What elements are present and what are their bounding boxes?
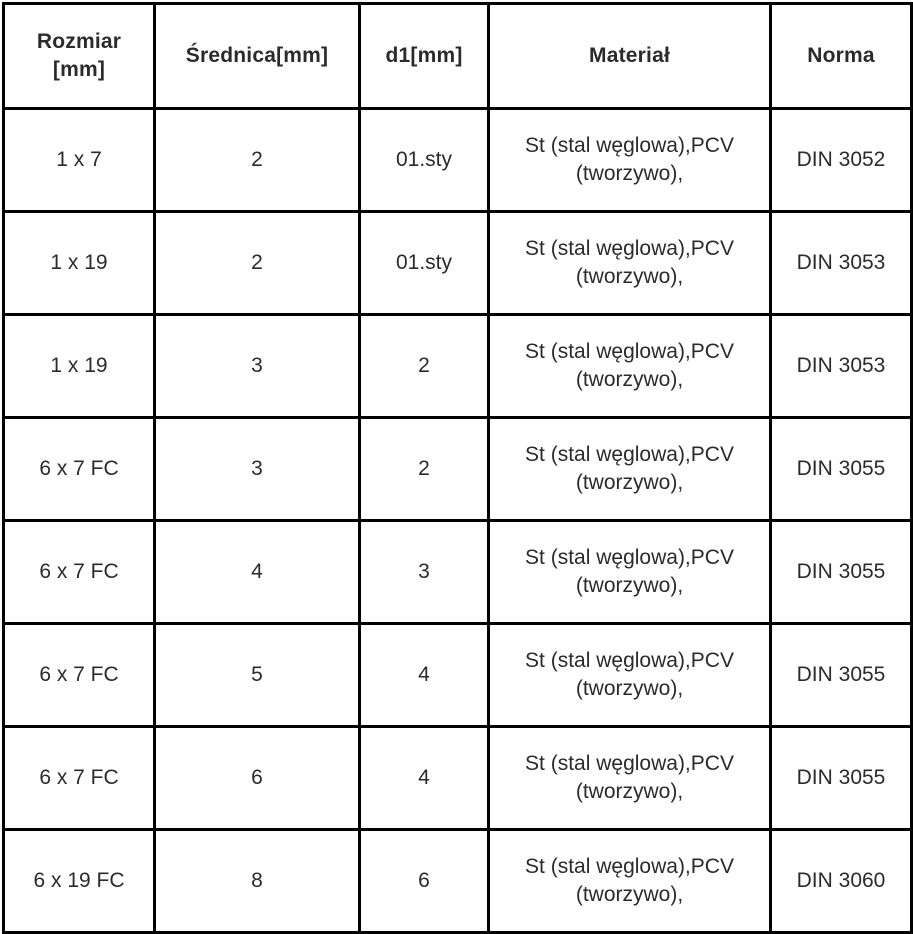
cell-material: St (stal węglowa),PCV (tworzywo), — [487, 519, 772, 625]
cell-norma: DIN 3055 — [769, 519, 913, 625]
cell-d1: 4 — [358, 725, 490, 831]
column-header-material: Materiał — [487, 2, 772, 110]
cell-srednica: 3 — [153, 313, 361, 419]
cell-rozmiar: 6 x 7 FC — [2, 416, 156, 522]
cell-material: St (stal węglowa),PCV (tworzywo), — [487, 313, 772, 419]
table-row: 6 x 7 FC 4 3 St (stal węglowa),PCV (twor… — [2, 519, 913, 625]
cell-srednica: 2 — [153, 107, 361, 213]
cell-norma: DIN 3053 — [769, 210, 913, 316]
cell-material: St (stal węglowa),PCV (tworzywo), — [487, 622, 772, 728]
cell-srednica: 4 — [153, 519, 361, 625]
column-header-d1: d1[mm] — [358, 2, 490, 110]
cell-srednica: 2 — [153, 210, 361, 316]
cell-material: St (stal węglowa),PCV (tworzywo), — [487, 725, 772, 831]
cell-rozmiar: 6 x 7 FC — [2, 622, 156, 728]
cell-material: St (stal węglowa),PCV (tworzywo), — [487, 210, 772, 316]
cell-material: St (stal węglowa),PCV (tworzywo), — [487, 828, 772, 934]
column-header-norma: Norma — [769, 2, 913, 110]
cell-rozmiar: 6 x 7 FC — [2, 519, 156, 625]
cell-srednica: 5 — [153, 622, 361, 728]
table-row: 6 x 7 FC 6 4 St (stal węglowa),PCV (twor… — [2, 725, 913, 831]
table-row: 1 x 7 2 01.sty St (stal węglowa),PCV (tw… — [2, 107, 913, 213]
table-row: 1 x 19 2 01.sty St (stal węglowa),PCV (t… — [2, 210, 913, 316]
cell-d1: 6 — [358, 828, 490, 934]
cell-rozmiar: 1 x 7 — [2, 107, 156, 213]
table-row: 6 x 7 FC 3 2 St (stal węglowa),PCV (twor… — [2, 416, 913, 522]
table-row: 6 x 19 FC 8 6 St (stal węglowa),PCV (two… — [2, 828, 913, 934]
cell-material: St (stal węglowa),PCV (tworzywo), — [487, 107, 772, 213]
table-row: 1 x 19 3 2 St (stal węglowa),PCV (tworzy… — [2, 313, 913, 419]
cell-norma: DIN 3055 — [769, 416, 913, 522]
table-row: 6 x 7 FC 5 4 St (stal węglowa),PCV (twor… — [2, 622, 913, 728]
cell-norma: DIN 3053 — [769, 313, 913, 419]
cell-srednica: 6 — [153, 725, 361, 831]
cell-material: St (stal węglowa),PCV (tworzywo), — [487, 416, 772, 522]
cell-rozmiar: 1 x 19 — [2, 210, 156, 316]
cell-norma: DIN 3052 — [769, 107, 913, 213]
cell-d1: 3 — [358, 519, 490, 625]
table-header-row: Rozmiar [mm] Średnica[mm] d1[mm] Materia… — [2, 2, 913, 110]
column-header-rozmiar: Rozmiar [mm] — [2, 2, 156, 110]
cell-srednica: 8 — [153, 828, 361, 934]
cell-norma: DIN 3055 — [769, 622, 913, 728]
column-header-srednica: Średnica[mm] — [153, 2, 361, 110]
cell-rozmiar: 6 x 7 FC — [2, 725, 156, 831]
cell-srednica: 3 — [153, 416, 361, 522]
cell-d1: 01.sty — [358, 210, 490, 316]
cell-d1: 2 — [358, 313, 490, 419]
cell-rozmiar: 6 x 19 FC — [2, 828, 156, 934]
cell-rozmiar: 1 x 19 — [2, 313, 156, 419]
cell-d1: 01.sty — [358, 107, 490, 213]
cell-d1: 4 — [358, 622, 490, 728]
cell-norma: DIN 3055 — [769, 725, 913, 831]
cell-d1: 2 — [358, 416, 490, 522]
cell-norma: DIN 3060 — [769, 828, 913, 934]
